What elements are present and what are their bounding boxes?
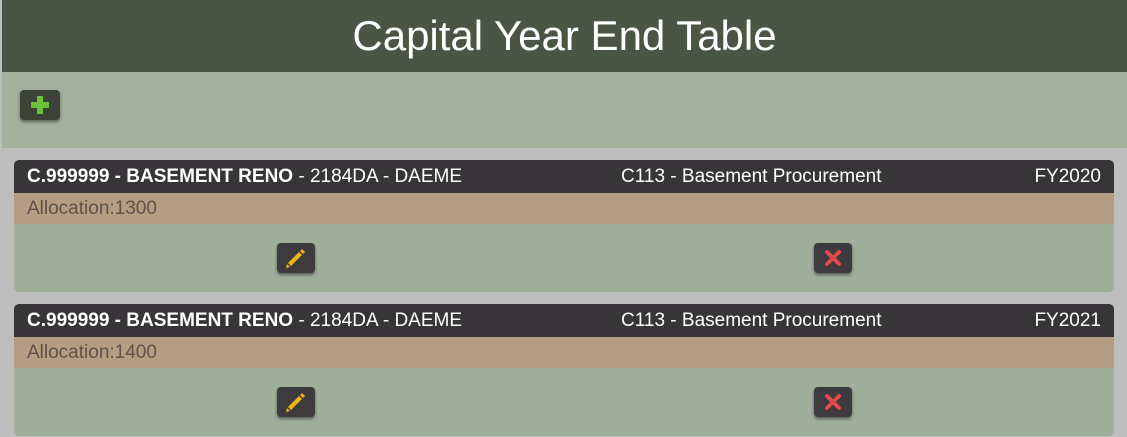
toolbar (2, 72, 1127, 148)
record-project: C113 - Basement Procurement (621, 166, 882, 187)
close-icon (825, 250, 841, 266)
delete-button[interactable] (814, 243, 852, 273)
edit-button[interactable] (277, 243, 315, 273)
record-actions (14, 368, 1114, 436)
pencil-icon (286, 393, 305, 412)
record-title: C.999999 - BASEMENT RENO - 2184DA - DAEM… (27, 304, 462, 337)
page-header: Capital Year End Table (2, 0, 1127, 72)
record-code: C.999999 - BASEMENT RENO (27, 166, 294, 187)
record-suffix: - 2184DA - DAEME (293, 310, 463, 331)
record-title: C.999999 - BASEMENT RENO - 2184DA - DAEM… (27, 160, 462, 193)
plus-icon (31, 96, 49, 114)
record-project: C113 - Basement Procurement (621, 310, 882, 331)
record-fiscal-year: FY2020 (1034, 166, 1101, 187)
record-card: C.999999 - BASEMENT RENO - 2184DA - DAEM… (14, 160, 1114, 292)
record-allocation: Allocation:1300 (14, 193, 1114, 224)
record-header: C.999999 - BASEMENT RENO - 2184DA - DAEM… (14, 304, 1114, 337)
pencil-icon (286, 249, 305, 268)
record-card: C.999999 - BASEMENT RENO - 2184DA - DAEM… (14, 304, 1114, 436)
record-code: C.999999 - BASEMENT RENO (27, 310, 294, 331)
record-allocation: Allocation:1400 (14, 337, 1114, 368)
close-icon (825, 394, 841, 410)
record-actions (14, 224, 1114, 292)
add-record-button[interactable] (20, 90, 60, 120)
record-fiscal-year: FY2021 (1034, 310, 1101, 331)
record-header: C.999999 - BASEMENT RENO - 2184DA - DAEM… (14, 160, 1114, 193)
page-title: Capital Year End Table (352, 12, 777, 59)
record-suffix: - 2184DA - DAEME (293, 166, 463, 187)
delete-button[interactable] (814, 387, 852, 417)
edit-button[interactable] (277, 387, 315, 417)
